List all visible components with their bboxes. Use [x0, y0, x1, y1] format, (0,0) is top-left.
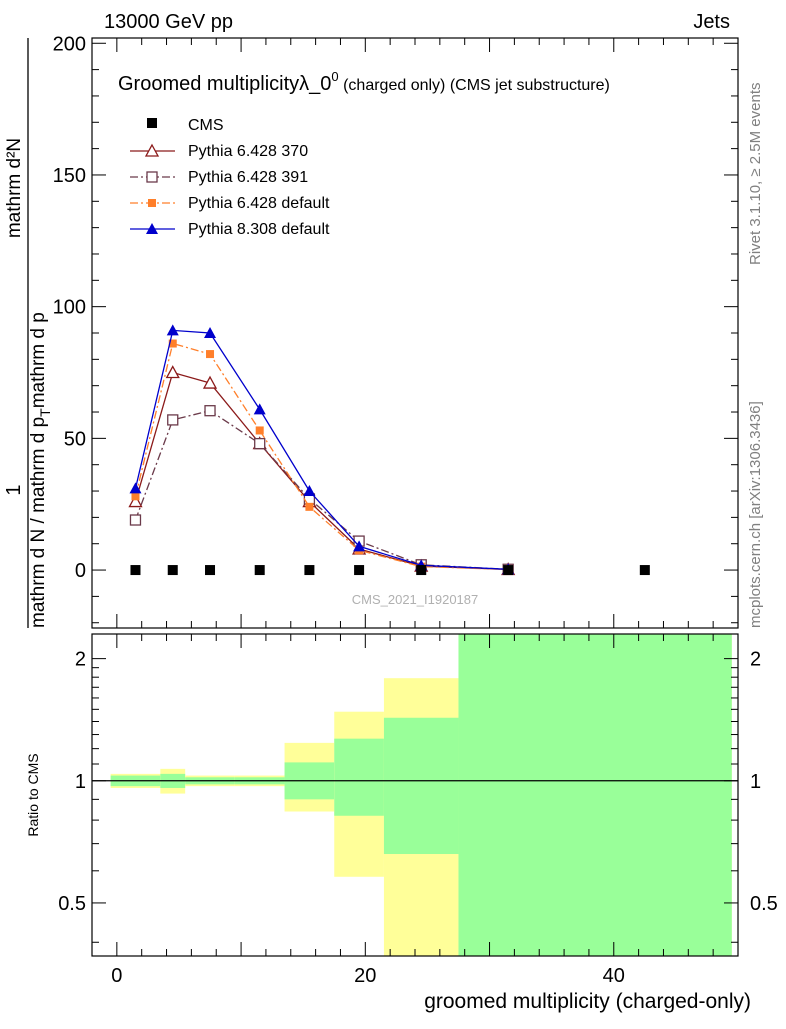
mcplots-label: mcplots.cern.ch [arXiv:1306.3436]	[747, 401, 764, 628]
main-title-sup: 0	[331, 69, 338, 84]
legend-label-p8-default: Pythia 8.308 default	[188, 221, 330, 238]
ratio-ytick-label-left: 2	[75, 649, 86, 671]
xtick-labels: 0 20 40	[111, 965, 625, 987]
series-point-3	[353, 540, 366, 552]
legend-label-p6-370: Pythia 6.428 370	[188, 143, 308, 160]
main-ytick-label: 0	[75, 560, 86, 582]
cms-data-point	[205, 565, 216, 576]
ylabel-numerator-one: 1	[3, 484, 25, 495]
x-axis-label: groomed multiplicity (charged-only)	[424, 990, 751, 1013]
legend-label-p6-default: Pythia 6.428 default	[188, 195, 330, 212]
series-line-2	[134, 342, 509, 571]
header-left: 13000 GeV pp	[104, 11, 233, 33]
ratio-ytick-label-right: 1	[750, 771, 761, 793]
cms-data-point	[130, 565, 141, 576]
cms-data-point	[639, 565, 650, 576]
xtick-label: 20	[354, 965, 376, 987]
cms-data-point	[254, 565, 265, 576]
main-title: Groomed multiplicityλ_00 (charged only) …	[118, 69, 610, 95]
series-point-2	[131, 492, 140, 501]
cms-data-point	[503, 565, 514, 576]
main-ticks	[91, 38, 739, 628]
ratio-ytick-label-right: 0.5	[750, 893, 778, 915]
ylabel-den-sub: T	[37, 408, 53, 417]
ylabel-den-part1: mathrm d N / mathrm d p	[28, 417, 49, 628]
legend-marker-p6-default	[148, 199, 156, 207]
series-point-3	[303, 485, 316, 497]
series-point-2	[255, 426, 264, 435]
series-line-1	[134, 410, 509, 570]
series-line-3	[134, 329, 509, 570]
ratio-ytick-label-left: 0.5	[58, 893, 86, 915]
watermark: CMS_2021_I1920187	[352, 592, 479, 607]
cms-data-point	[167, 565, 178, 576]
legend-label-p6-391: Pythia 6.428 391	[188, 169, 308, 186]
ylabel-numerator-dn: mathrm d²N	[4, 138, 25, 238]
ratio-ytick-label-right: 2	[750, 649, 761, 671]
series-point-2	[168, 339, 177, 348]
ratio-band-green	[383, 717, 459, 855]
xtick-label: 0	[111, 965, 122, 987]
main-series	[128, 324, 650, 576]
main-title-text: Groomed multiplicityλ_0	[118, 73, 331, 95]
main-ytick-label: 50	[64, 428, 86, 450]
series-line-0	[134, 371, 509, 571]
series-point-2	[305, 502, 314, 511]
series-point-2	[206, 350, 215, 359]
ratio-bands	[110, 634, 732, 956]
ratio-ylabel: Ratio to CMS	[25, 753, 41, 836]
series-point-1	[254, 437, 266, 450]
cms-data-point	[304, 565, 315, 576]
ratio-ticks	[91, 634, 739, 956]
main-ytick-label: 100	[53, 297, 86, 319]
series-point-3	[129, 482, 142, 494]
ylabel-den-tail: mathrm d p	[28, 312, 49, 408]
main-ytick-label: 150	[53, 165, 86, 187]
series-point-1	[129, 514, 142, 526]
series-point-0	[202, 375, 218, 389]
legend-marker-p6-370	[144, 143, 160, 157]
ratio-band-green	[458, 634, 732, 956]
ratio-ytick-labels: 0.5 0.5 1 1 2 2	[58, 649, 778, 915]
series-point-0	[128, 494, 143, 508]
ratio-ytick-label-left: 1	[75, 771, 86, 793]
legend: CMS Pythia 6.428 370 Pythia 6.428 391 Py…	[130, 117, 330, 238]
series-point-0	[165, 365, 180, 379]
series-point-3	[253, 403, 266, 415]
rivet-label: Rivet 3.1.10, ≥ 2.5M events	[747, 83, 764, 266]
series-point-3	[166, 324, 179, 336]
main-ytick-labels: 0 50 100 150 200	[53, 33, 86, 582]
xtick-label: 40	[603, 965, 625, 987]
ylabel-denominator: mathrm d N / mathrm d pTmathrm d p	[28, 312, 53, 628]
ratio-band-green	[334, 738, 384, 816]
main-title-suffix: (charged only) (CMS jet substructure)	[339, 77, 610, 94]
cms-data-point	[354, 565, 365, 576]
legend-cms-label: CMS	[188, 117, 224, 134]
cms-data-point	[416, 565, 427, 576]
main-ylabel: 1 mathrm d²N mathrm d N / mathrm d pTmat…	[3, 38, 53, 628]
legend-marker-p8-default	[146, 223, 158, 234]
legend-cms-marker	[147, 118, 157, 128]
series-point-1	[204, 405, 216, 417]
legend-marker-p6-391	[146, 171, 158, 183]
series-point-1	[167, 414, 179, 426]
series-point-3	[204, 327, 217, 338]
main-ytick-label: 200	[53, 33, 86, 55]
header-right: Jets	[693, 11, 730, 33]
